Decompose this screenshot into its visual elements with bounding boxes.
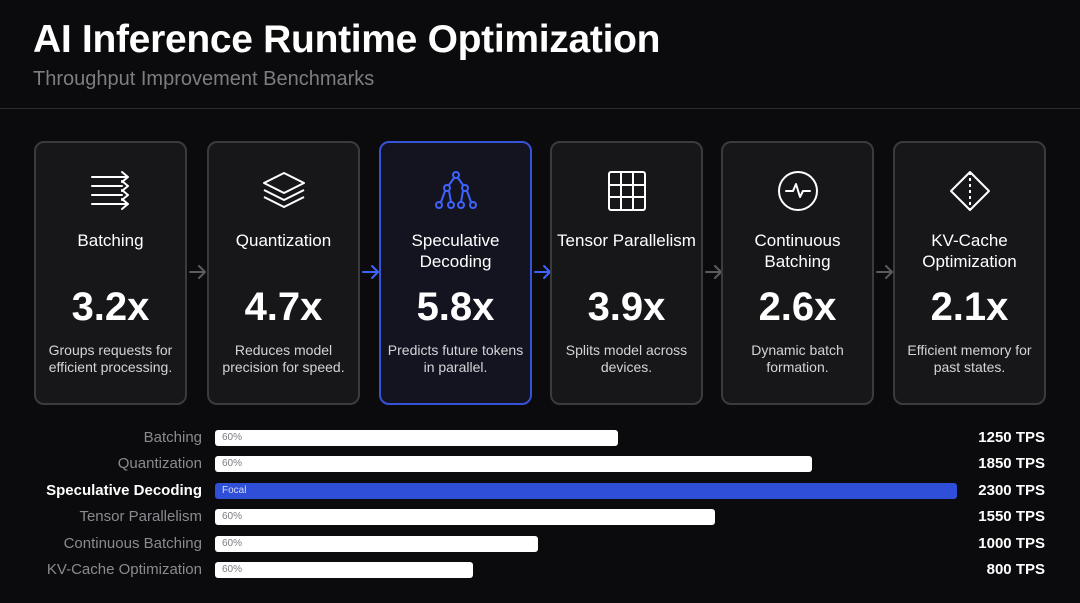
bar-tag: 60% — [222, 432, 243, 443]
bar-value-label: 2300 TPS — [978, 481, 1045, 499]
technique-card[interactable]: Batching 3.2x Groups requests for efficien… — [34, 141, 187, 405]
card-name: Batching — [77, 231, 144, 250]
bar: 60% — [215, 535, 538, 552]
technique-card[interactable]: Quantization 4.7x Reduces model precision … — [207, 141, 360, 405]
bar-tag: 60% — [222, 537, 243, 549]
card-description: Groups requests for efficient processing… — [48, 342, 173, 375]
chevron-right-icon — [876, 262, 894, 282]
bar: 60% — [215, 430, 619, 446]
technique-card[interactable]: Tensor Parallelism 3.9x Splits model acros… — [550, 141, 703, 405]
bar-category-label: Batching — [143, 429, 202, 446]
header: AI Inference Runtime Optimization Throug… — [33, 18, 660, 91]
bar: Focal — [215, 482, 957, 499]
bar: 60% — [215, 562, 474, 578]
bar-tag: Focal — [222, 484, 247, 496]
page-title: AI Inference Runtime Optimization — [33, 18, 661, 61]
bar-value-label: 1250 TPS — [978, 429, 1045, 446]
bar-tag: 60% — [222, 511, 243, 523]
card-name: KV-Cache Optimization — [922, 231, 1017, 271]
bar-value-label: 1000 TPS — [978, 534, 1045, 552]
grid-icon — [604, 169, 650, 213]
bar-value-label: 1550 TPS — [978, 508, 1045, 526]
technique-cards: Batching 3.2x Groups requests for efficien… — [34, 141, 1046, 405]
bar: 60% — [215, 509, 716, 526]
bar-category-label: Quantization — [117, 455, 202, 473]
chevron-right-icon — [189, 262, 207, 282]
card-description: Reduces model precision for speed. — [222, 342, 345, 375]
page-subtitle: Throughput Improvement Benchmarks — [33, 68, 375, 90]
header-divider — [0, 108, 1080, 109]
card-name: Quantization — [235, 231, 332, 250]
technique-card[interactable]: Speculative Decoding 5.8x Predicts future … — [379, 141, 532, 405]
layers-icon — [261, 169, 307, 213]
batching-arrows-icon — [88, 169, 134, 213]
technique-card[interactable]: Continuous Batching 2.6x Dynamic batch for… — [721, 141, 874, 405]
card-name: Speculative Decoding — [411, 231, 500, 271]
card-description: Splits model across devices. — [565, 342, 688, 375]
pulse-circle-icon — [775, 169, 821, 213]
card-multiplier: 4.7x — [244, 285, 323, 329]
bar-category-label: Speculative Decoding — [46, 481, 202, 499]
technique-card[interactable]: KV-Cache Optimization 2.1x Efficient memor… — [893, 141, 1046, 405]
bar-value-label: 800 TPS — [986, 561, 1045, 578]
card-name: Continuous Batching — [754, 231, 841, 271]
card-multiplier: 2.1x — [930, 285, 1009, 329]
card-description: Predicts future tokens in parallel. — [387, 342, 524, 375]
card-name: Tensor Parallelism — [557, 231, 696, 250]
chevron-right-icon — [362, 262, 380, 282]
tree-icon — [433, 169, 479, 213]
diamond-icon — [947, 169, 993, 213]
bar-category-label: Continuous Batching — [63, 534, 202, 552]
card-multiplier: 5.8x — [416, 285, 495, 329]
card-description: Dynamic batch formation. — [751, 342, 844, 375]
bar-category-label: KV-Cache Optimization — [46, 561, 202, 578]
bar-value-label: 1850 TPS — [978, 455, 1045, 473]
card-description: Efficient memory for past states. — [907, 342, 1032, 375]
card-multiplier: 3.9x — [587, 285, 666, 329]
bar: 60% — [215, 456, 812, 473]
bar-tag: 60% — [222, 458, 243, 470]
card-multiplier: 3.2x — [71, 285, 150, 329]
card-multiplier: 2.6x — [758, 285, 837, 329]
bar-tag: 60% — [222, 564, 243, 575]
bar-category-label: Tensor Parallelism — [79, 508, 202, 526]
